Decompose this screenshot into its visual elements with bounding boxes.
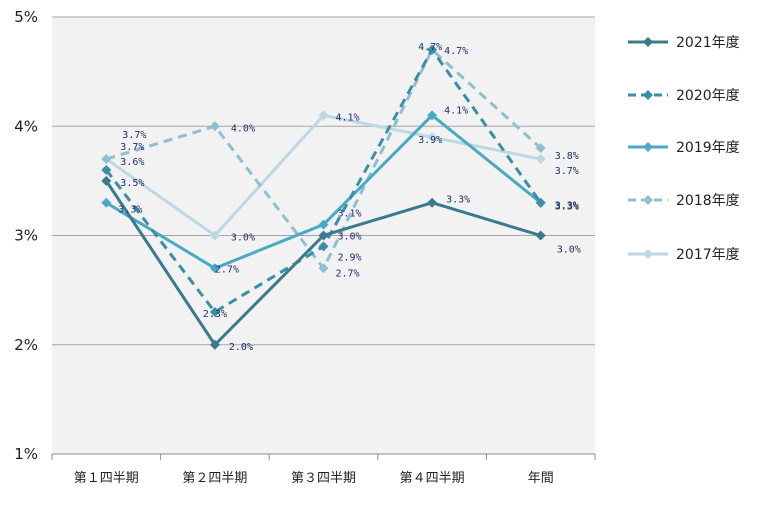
legend-marker (643, 195, 653, 205)
data-label: 3.3% (555, 202, 579, 213)
x-tick-label: 年間 (528, 471, 554, 486)
data-point-marker (318, 219, 329, 230)
data-point-marker (535, 197, 546, 208)
y-axis-ticks: 1% 2% 3% 4% 5% (14, 8, 38, 463)
data-label: 3.0% (338, 232, 362, 243)
data-point-marker (318, 241, 329, 252)
legend-item: 2019年度 (628, 140, 740, 156)
legend-label: 2019年度 (676, 140, 740, 156)
legend-marker (643, 249, 653, 259)
data-label: 4.1% (444, 105, 468, 116)
legend-label: 2017年度 (676, 247, 740, 263)
legend: 2021年度 2020年度 2019年度 2018年度 2017年度 (628, 35, 740, 263)
legend-item: 2021年度 (628, 35, 740, 51)
data-point-marker (318, 263, 329, 274)
y-tick-label: 3% (14, 227, 38, 245)
data-point-marker (209, 230, 220, 241)
data-point-marker (209, 339, 220, 350)
legend-item: 2017年度 (628, 247, 740, 263)
legend-marker (643, 37, 653, 47)
data-point-marker (209, 306, 220, 317)
data-label: 4.7% (418, 42, 442, 53)
data-label: 3.5% (120, 178, 144, 189)
data-point-marker (535, 143, 546, 154)
y-tick-label: 5% (14, 8, 38, 26)
data-point-marker (535, 230, 546, 241)
data-label: 3.7% (555, 166, 579, 177)
data-point-marker (101, 175, 112, 186)
data-point-marker (209, 121, 220, 132)
x-tick-label: 第４四半期 (400, 471, 465, 486)
data-point-marker (427, 44, 438, 55)
data-label: 3.0% (231, 233, 255, 244)
data-point-marker (318, 110, 329, 121)
data-label: 2.9% (338, 252, 362, 263)
y-tick-label: 2% (14, 336, 38, 354)
data-label: 3.7% (122, 130, 146, 141)
data-point-marker (427, 132, 438, 143)
legend-item: 2020年度 (628, 88, 740, 104)
data-point-marker (101, 197, 112, 208)
legend-marker (643, 90, 653, 100)
legend-label: 2018年度 (676, 193, 740, 209)
data-label: 2.7% (336, 268, 360, 279)
x-tick-label: 第１四半期 (74, 471, 139, 486)
data-point-marker (318, 230, 329, 241)
y-tick-label: 1% (14, 445, 38, 463)
y-tick-label: 4% (14, 117, 38, 135)
data-label: 3.3% (555, 201, 579, 212)
data-label: 3.7% (120, 142, 144, 153)
x-axis-ticks: 第１四半期 第２四半期 第３四半期 第４四半期 年間 (51, 453, 596, 486)
x-tick-label: 第２四半期 (182, 471, 247, 486)
data-label: 4.7% (444, 46, 468, 57)
data-label: 3.3% (118, 205, 142, 216)
data-point-marker (209, 263, 220, 274)
series-lines (101, 44, 546, 350)
data-label: 3.1% (338, 209, 362, 220)
data-point-marker (427, 197, 438, 208)
legend-marker (643, 142, 653, 152)
legend-item: 2018年度 (628, 193, 740, 209)
legend-label: 2020年度 (676, 88, 740, 104)
data-label: 4.0% (231, 123, 255, 134)
data-label: 3.0% (557, 245, 581, 256)
data-label: 4.1% (336, 112, 360, 123)
data-label: 3.3% (446, 195, 470, 206)
data-point-marker (535, 154, 546, 165)
data-label: 2.7% (215, 264, 239, 275)
data-label: 2.0% (229, 342, 253, 353)
x-tick-label: 第３四半期 (291, 471, 356, 486)
data-point-marker (101, 164, 112, 175)
data-label: 3.8% (555, 151, 579, 162)
data-point-marker (427, 110, 438, 121)
data-label: 3.6% (120, 157, 144, 168)
data-point-marker (101, 154, 112, 165)
data-labels: 3.5% 2.0% 3.0% 3.3% 3.0% 3.6% 2.3% 2.9% 4.7% 3.3%… (118, 42, 580, 353)
legend-label: 2021年度 (676, 35, 740, 51)
data-label: 2.3% (203, 309, 227, 320)
data-label: 3.9% (418, 135, 442, 146)
